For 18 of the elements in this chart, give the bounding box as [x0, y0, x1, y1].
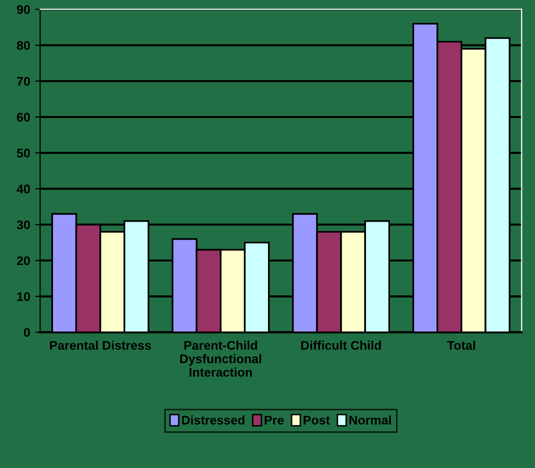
- x-tick-label: Parent-Child Dysfunctional Interaction: [180, 340, 262, 377]
- legend-label: Pre: [264, 416, 284, 425]
- y-tick-label: 20: [16, 256, 30, 266]
- y-tick-label: 90: [16, 5, 30, 14]
- legend-label: Normal: [350, 415, 391, 425]
- x-tick-label: Difficult Child: [301, 340, 381, 350]
- y-tick-label: 50: [16, 148, 30, 158]
- y-tick-label: 80: [16, 41, 30, 50]
- y-tick-label: 0: [24, 328, 30, 337]
- y-tick-label: 60: [16, 112, 30, 122]
- y-tick-label: 40: [16, 184, 30, 194]
- y-tick-label: 30: [16, 220, 30, 230]
- x-tick-label: Parental Distress: [50, 340, 151, 350]
- legend-label: Post: [304, 416, 330, 425]
- x-tick-label: Total: [447, 340, 476, 350]
- legend-label: Distressed: [182, 415, 244, 425]
- y-tick-label: 70: [17, 76, 30, 86]
- y-tick-label: 10: [17, 292, 30, 302]
